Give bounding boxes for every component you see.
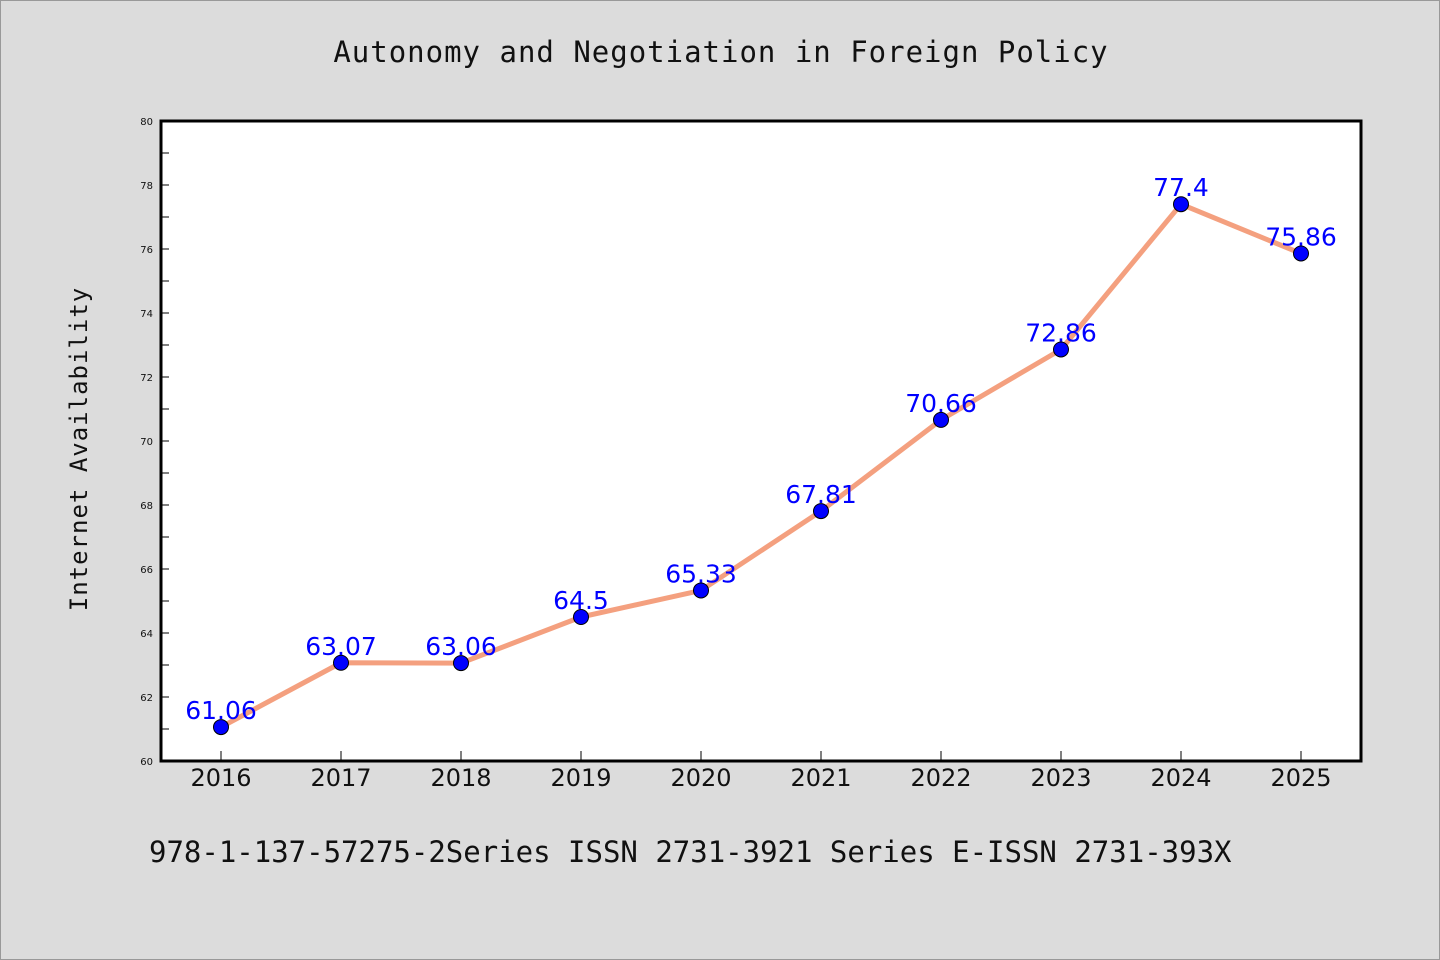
data-point [1173,196,1189,213]
y-tick-label: 66 [140,565,153,576]
data-point [1053,341,1069,358]
x-tick-label: 2018 [430,764,491,792]
series-line [219,201,1302,730]
y-tick-label: 78 [140,181,153,192]
y-tick-label: 80 [140,117,153,128]
x-tick-label: 2022 [910,764,971,792]
data-label: 63.06 [425,632,497,661]
data-labels: 61.06 63.07 63.06 64.5 65.33 67.81 70.66 72.86 7… [185,173,1337,725]
y-tick-label: 76 [140,245,153,256]
data-label: 61.06 [185,696,257,725]
data-point [573,609,589,625]
data-point [1293,245,1309,262]
y-tick-label: 72 [140,373,153,384]
data-label: 75.86 [1265,222,1337,251]
y-tick-label: 60 [140,757,153,768]
data-point [453,655,469,672]
data-point [693,582,709,599]
x-tick-label: 2021 [790,764,851,792]
data-label: 67.81 [785,480,857,509]
data-point [933,411,949,428]
data-label: 77.4 [1153,173,1209,202]
x-tick-label: 2017 [310,764,371,792]
chart-title: Autonomy and Negotiation in Foreign Poli… [333,35,1109,69]
data-point [333,654,349,671]
data-point [813,503,829,520]
y-axis-label: Internet Availability [65,287,93,611]
data-point [213,719,229,736]
y-tick-label: 68 [140,501,153,512]
y-tick-label: 62 [140,693,153,704]
data-label: 64.5 [553,586,609,615]
x-tick-label: 2020 [670,764,731,792]
y-tick-label: 64 [140,629,153,640]
x-axis: 2016 2017 2018 2019 2020 2021 2022 2023 2024 2025 [190,751,1332,792]
footer-text: 978-1-137-57275-2Series ISSN 2731-3921 S… [149,835,1232,869]
data-markers [213,196,1309,736]
x-tick-label: 2025 [1270,764,1331,792]
x-tick-label: 2024 [1150,764,1211,792]
y-tick-label: 70 [140,437,153,448]
data-label: 70.66 [905,389,977,418]
y-tick-label: 74 [140,309,153,320]
x-tick-label: 2023 [1030,764,1091,792]
x-tick-label: 2019 [550,764,611,792]
y-axis: 60 62 64 66 68 70 72 74 76 78 80 [140,117,169,768]
data-label: 65.33 [665,559,737,588]
data-label: 72.86 [1025,318,1097,347]
data-label: 63.07 [305,632,377,661]
x-tick-label: 2016 [190,764,251,792]
